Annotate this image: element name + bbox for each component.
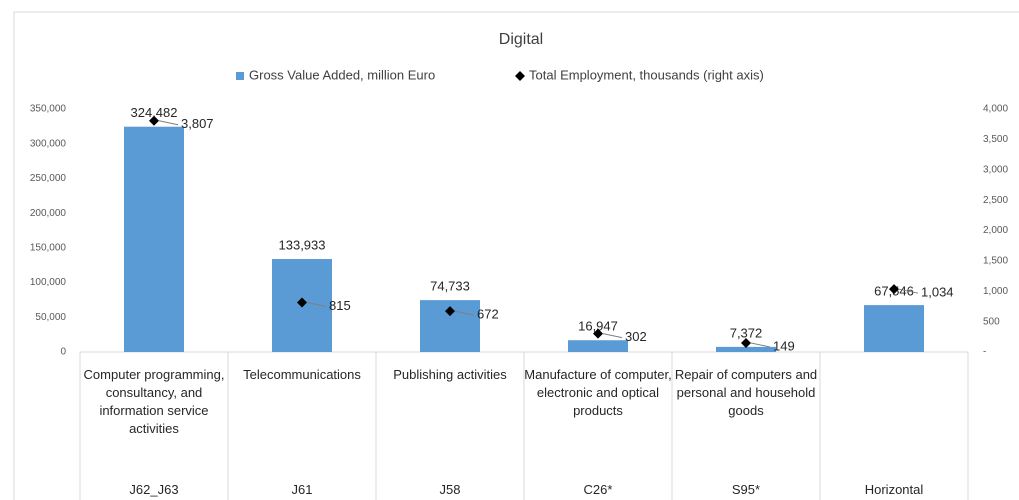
- leader-line: [454, 310, 475, 316]
- employment-marker: [149, 115, 159, 126]
- category-description: Computer programming, consultancy, and i…: [83, 367, 225, 436]
- employment-marker: [297, 297, 307, 308]
- legend-swatch: [236, 72, 244, 80]
- bar: [124, 126, 184, 352]
- bar-value-label: 7,372: [730, 325, 763, 340]
- chart-title: Digital: [499, 31, 543, 48]
- y2-tick-label: 2,000: [983, 225, 1008, 236]
- employment-value-label: 815: [329, 298, 351, 313]
- y2-tick-label: 1,000: [983, 286, 1008, 297]
- category-description: Manufacture of computer, electronic and …: [524, 367, 672, 418]
- y-tick-label: 0: [60, 347, 66, 358]
- leader-line: [750, 342, 771, 348]
- y-tick-label: 300,000: [30, 138, 67, 149]
- leader-line: [898, 288, 919, 294]
- employment-marker: [445, 306, 455, 317]
- employment-marker: [741, 337, 751, 348]
- y-tick-label: 350,000: [30, 104, 67, 115]
- leader-line: [158, 120, 179, 126]
- employment-value-label: 3,807: [181, 116, 214, 131]
- legend-swatch: [515, 71, 525, 81]
- bar: [716, 346, 776, 352]
- employment-value-label: 302: [625, 329, 647, 344]
- y-tick-label: 50,000: [35, 312, 66, 323]
- bar-value-label: 74,733: [430, 279, 470, 294]
- category-code: J62_J63: [129, 482, 179, 497]
- legend-label: Gross Value Added, million Euro: [249, 67, 435, 82]
- bar-value-label: 133,933: [279, 237, 326, 252]
- y2-tick-label: 500: [983, 316, 1000, 327]
- employment-marker: [889, 284, 899, 295]
- legend-label: Total Employment, thousands (right axis): [529, 67, 764, 82]
- y2-tick-label: -: [983, 347, 986, 358]
- leader-line: [602, 333, 623, 339]
- bar: [864, 305, 924, 352]
- category-description: Publishing activities: [393, 367, 507, 382]
- category-code: J61: [291, 482, 313, 497]
- bar: [568, 340, 628, 352]
- y-tick-label: 100,000: [30, 277, 67, 288]
- category-description: Repair of computers and personal and hou…: [674, 367, 818, 418]
- y-tick-label: 150,000: [30, 242, 67, 253]
- bar-value-label: 324,482: [131, 105, 178, 120]
- y-tick-label: 250,000: [30, 173, 67, 184]
- y2-tick-label: 3,500: [983, 134, 1008, 145]
- category-description: Telecommunications: [243, 367, 361, 382]
- y2-tick-label: 2,500: [983, 195, 1008, 206]
- employment-value-label: 149: [773, 338, 795, 353]
- bar-value-label: 16,947: [578, 319, 618, 334]
- category-code: C26*: [583, 482, 613, 497]
- category-code: J58: [439, 482, 461, 497]
- chart-border: [13, 11, 1019, 500]
- category-code: Horizontal: [864, 482, 924, 497]
- employment-marker: [593, 328, 603, 339]
- category-code: S95*: [731, 482, 761, 497]
- y2-tick-label: 4,000: [983, 104, 1008, 115]
- employment-value-label: 1,034: [921, 285, 954, 300]
- y2-tick-label: 3,000: [983, 164, 1008, 175]
- employment-value-label: 672: [477, 307, 499, 322]
- y-tick-label: 200,000: [30, 208, 67, 219]
- leader-line: [306, 301, 327, 307]
- y2-tick-label: 1,500: [983, 256, 1008, 267]
